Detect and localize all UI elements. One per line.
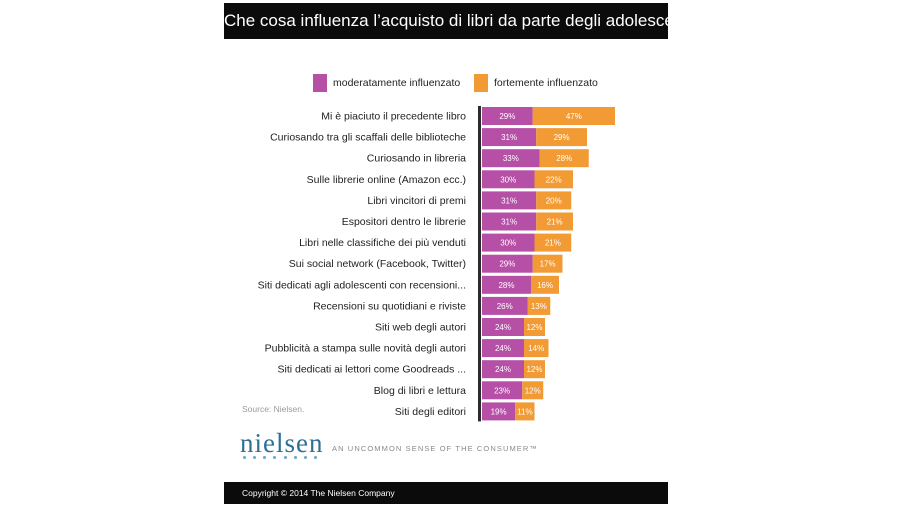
value-label-moderate: 31% xyxy=(501,218,517,227)
bar-strong xyxy=(539,149,589,168)
value-label-moderate: 31% xyxy=(501,196,517,205)
category-label: Curiosando in libreria xyxy=(367,153,466,165)
bar-moderate xyxy=(482,402,516,421)
value-label-strong: 11% xyxy=(517,407,532,416)
value-label-strong: 47% xyxy=(566,112,582,121)
value-label-strong: 16% xyxy=(537,281,553,290)
source-note: Source: Nielsen. xyxy=(242,404,305,414)
category-label: Curiosando tra gli scaffali delle biblio… xyxy=(270,132,466,144)
value-label-moderate: 19% xyxy=(491,407,507,416)
category-label: Pubblicità a stampa sulle novità degli a… xyxy=(265,343,466,355)
bar-strong xyxy=(527,296,551,315)
bar-moderate xyxy=(482,233,535,252)
value-label-strong: 20% xyxy=(546,196,562,205)
value-label-strong: 21% xyxy=(547,218,563,227)
legend-swatch-moderate xyxy=(313,74,327,92)
category-axis-line xyxy=(478,106,481,422)
value-label-strong: 12% xyxy=(526,365,542,374)
bar-strong xyxy=(522,381,544,400)
category-label: Libri vincitori di premi xyxy=(367,195,466,207)
category-label: Recensioni su quotidiani e riviste xyxy=(313,300,466,312)
legend-label-moderate: moderatamente influenzato xyxy=(333,77,461,89)
bar-moderate xyxy=(482,318,524,336)
value-label-moderate: 23% xyxy=(494,386,510,395)
legend-item-strong: fortemente influenzato xyxy=(474,74,598,92)
value-label-moderate: 28% xyxy=(498,281,514,290)
bar-strong xyxy=(534,233,572,252)
bar-strong xyxy=(534,170,573,189)
bar-strong xyxy=(536,191,572,210)
bar-strong xyxy=(524,339,549,358)
category-label: Siti degli editori xyxy=(395,406,466,418)
bar-moderate xyxy=(482,360,524,379)
value-label-moderate: 30% xyxy=(500,239,516,248)
value-label-strong: 13% xyxy=(531,302,547,311)
bar-strong xyxy=(532,254,563,273)
bar-strong xyxy=(524,360,545,379)
bar-strong xyxy=(532,107,615,125)
category-label: Espositori dentro le librerie xyxy=(342,216,466,228)
value-label-moderate: 24% xyxy=(495,365,511,374)
bar-strong xyxy=(524,318,545,336)
legend-label-strong: fortemente influenzato xyxy=(494,77,598,89)
brand-tagline: AN UNCOMMON SENSE OF THE CONSUMER™ xyxy=(332,444,539,453)
category-label: Blog di libri e lettura xyxy=(374,385,466,397)
value-label-strong: 14% xyxy=(528,344,544,353)
value-label-moderate: 33% xyxy=(503,154,519,163)
bar-moderate xyxy=(482,254,533,273)
nielsen-logo: nielsen xyxy=(240,428,324,458)
legend-item-moderate: moderatamente influenzato xyxy=(313,74,460,92)
legend-swatch-strong xyxy=(474,74,488,92)
bar-moderate xyxy=(482,381,523,400)
value-label-moderate: 31% xyxy=(501,133,517,142)
logo-dots-decoration xyxy=(243,456,317,460)
value-label-strong: 29% xyxy=(554,133,570,142)
category-label: Sulle librerie online (Amazon ecc.) xyxy=(307,174,466,186)
bar-moderate xyxy=(482,339,524,358)
value-label-strong: 21% xyxy=(545,239,561,248)
bar-strong xyxy=(536,212,573,231)
bar-strong xyxy=(515,402,535,421)
bar-strong xyxy=(531,275,559,294)
bar-moderate xyxy=(482,107,533,125)
value-label-strong: 12% xyxy=(525,386,541,395)
category-label: Sui social network (Facebook, Twitter) xyxy=(289,258,466,270)
copyright-footer: Copyright © 2014 The Nielsen Company xyxy=(224,482,668,504)
bar-moderate xyxy=(482,128,537,147)
category-label: Siti dedicati ai lettori come Goodreads … xyxy=(277,364,466,376)
category-label: Siti web degli autori xyxy=(375,322,466,334)
value-label-strong: 12% xyxy=(526,323,542,332)
value-label-moderate: 29% xyxy=(499,112,515,121)
category-label: Libri nelle classifiche dei più venduti xyxy=(299,237,466,249)
category-label: Mi è piaciuto il precedente libro xyxy=(321,111,466,123)
value-label-moderate: 24% xyxy=(495,323,511,332)
value-label-moderate: 26% xyxy=(497,302,513,311)
value-label-strong: 17% xyxy=(540,260,556,269)
bar-moderate xyxy=(482,149,540,168)
value-label-strong: 28% xyxy=(556,154,572,163)
bar-moderate xyxy=(482,212,537,231)
value-label-moderate: 30% xyxy=(500,175,516,184)
value-label-strong: 22% xyxy=(546,175,562,184)
bar-moderate xyxy=(482,296,528,315)
category-label: Siti dedicati agli adolescenti con recen… xyxy=(258,279,466,291)
chart-title: Che cosa influenza l’acquisto di libri d… xyxy=(224,3,668,39)
bar-moderate xyxy=(482,191,537,210)
bar-moderate xyxy=(482,275,531,294)
value-label-moderate: 24% xyxy=(495,344,511,353)
value-label-moderate: 29% xyxy=(499,260,515,269)
bar-moderate xyxy=(482,170,535,189)
bar-strong xyxy=(536,128,587,147)
